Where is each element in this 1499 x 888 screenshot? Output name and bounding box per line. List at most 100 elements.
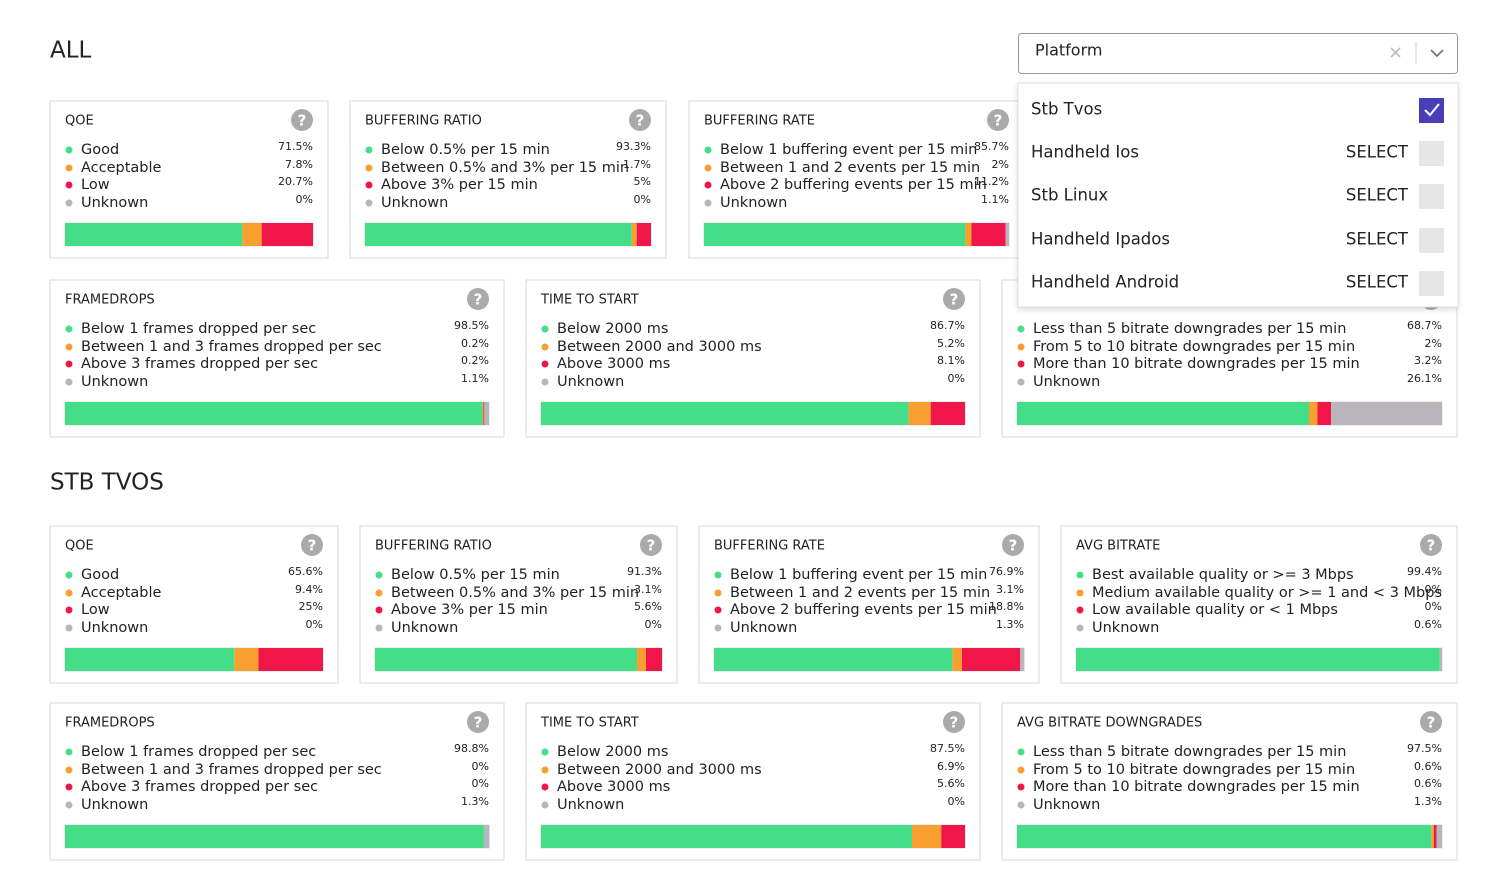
card-title: BUFFERING RATIO <box>365 114 482 129</box>
legend-dot <box>704 181 712 189</box>
help-icon[interactable] <box>943 288 965 310</box>
legend-dot <box>1076 571 1084 579</box>
bar-segment <box>962 648 1021 671</box>
legend-dot <box>65 181 73 189</box>
bar-segment <box>1308 402 1318 425</box>
dropdown-placeholder: Platform <box>1035 41 1102 60</box>
row-label: Good <box>81 142 119 158</box>
row-label: Low available quality or < 1 Mbps <box>1092 602 1338 618</box>
bar-segment <box>952 648 962 671</box>
legend-dot <box>65 378 73 386</box>
help-icon-glyph: ? <box>1427 714 1436 732</box>
chevron-icon[interactable] <box>1430 49 1444 58</box>
row-label: Above 3% per 15 min <box>391 602 548 618</box>
checkbox[interactable] <box>1419 184 1444 209</box>
option-label[interactable]: Stb Tvos <box>1031 100 1102 119</box>
row-label: Less than 5 bitrate downgrades per 15 mi… <box>1033 744 1346 760</box>
option-action[interactable]: SELECT <box>1346 186 1409 205</box>
row-label: Above 2 buffering events per 15 min <box>720 177 987 193</box>
row-value: 2% <box>992 158 1009 171</box>
row-label: Between 1 and 2 events per 15 min <box>720 160 980 176</box>
card-title: QOE <box>65 114 94 129</box>
row-label: From 5 to 10 bitrate downgrades per 15 m… <box>1033 762 1355 778</box>
bar-segment <box>930 402 965 425</box>
row-label: Below 2000 ms <box>557 744 668 760</box>
option-label[interactable]: Stb Linux <box>1031 186 1108 205</box>
help-icon[interactable] <box>943 711 965 733</box>
dropdown-box[interactable] <box>1018 33 1458 74</box>
help-icon[interactable] <box>1420 534 1442 556</box>
legend-dot <box>365 146 373 154</box>
help-icon[interactable] <box>1420 711 1442 733</box>
legend-dot <box>1017 360 1025 368</box>
row-label: Unknown <box>557 797 624 813</box>
row-label: Unknown <box>81 797 148 813</box>
row-label: More than 10 bitrate downgrades per 15 m… <box>1033 779 1360 795</box>
help-icon[interactable] <box>291 109 313 131</box>
row-value: 0.6% <box>1414 777 1442 790</box>
row-label: More than 10 bitrate downgrades per 15 m… <box>1033 356 1360 372</box>
help-icon[interactable] <box>467 288 489 310</box>
help-icon[interactable] <box>640 534 662 556</box>
checkbox[interactable] <box>1419 141 1444 166</box>
bar-segment <box>1020 648 1025 671</box>
row-label: Below 2000 ms <box>557 321 668 337</box>
row-value: 71.5% <box>278 140 313 153</box>
row-label: Between 2000 and 3000 ms <box>557 762 762 778</box>
row-label: Unknown <box>557 374 624 390</box>
dropdown-menu <box>1017 82 1459 308</box>
checkbox-checked[interactable] <box>1419 98 1444 123</box>
row-value: 87.5% <box>930 742 965 755</box>
legend-dot <box>375 571 383 579</box>
bar-segment <box>1439 648 1442 671</box>
row-label: Best available quality or >= 3 Mbps <box>1092 567 1354 583</box>
legend-dot <box>541 325 549 333</box>
section-title: STB TVOS <box>50 470 164 496</box>
help-icon[interactable] <box>987 109 1009 131</box>
row-value: 85.7% <box>974 140 1009 153</box>
option-action[interactable]: SELECT <box>1346 230 1409 249</box>
row-value: 98.8% <box>454 742 489 755</box>
bar-segment <box>1017 402 1309 425</box>
row-label: Between 1 and 3 frames dropped per sec <box>81 762 382 778</box>
legend-dot <box>1017 766 1025 774</box>
row-label: Between 0.5% and 3% per 15 min <box>381 160 629 176</box>
row-value: 86.7% <box>930 319 965 332</box>
row-label: Good <box>81 567 119 583</box>
checkbox[interactable] <box>1419 271 1444 296</box>
row-label: Unknown <box>81 374 148 390</box>
option-label[interactable]: Handheld Ios <box>1031 143 1139 162</box>
row-value: 0% <box>1425 583 1442 596</box>
row-value: 5.2% <box>937 337 965 350</box>
row-value: 18.8% <box>989 600 1024 613</box>
checkbox[interactable] <box>1419 228 1444 253</box>
row-label: Unknown <box>1033 797 1100 813</box>
card-title: AVG BITRATE DOWNGRADES <box>1017 716 1202 731</box>
row-value: 5.6% <box>937 777 965 790</box>
help-icon[interactable] <box>467 711 489 733</box>
help-icon[interactable] <box>1002 534 1024 556</box>
legend-dot <box>541 783 549 791</box>
option-action[interactable]: SELECT <box>1346 143 1409 162</box>
clear-icon[interactable] <box>1390 47 1401 58</box>
bar-segment <box>483 402 485 425</box>
option-label[interactable]: Handheld Android <box>1031 273 1179 292</box>
row-label: Below 0.5% per 15 min <box>391 567 560 583</box>
option-label[interactable]: Handheld Ipados <box>1031 230 1170 249</box>
help-icon[interactable] <box>301 534 323 556</box>
bar-segment <box>704 223 966 246</box>
option-action[interactable]: SELECT <box>1346 273 1409 292</box>
legend-dot <box>1017 783 1025 791</box>
card-title: BUFFERING RATE <box>714 539 825 554</box>
row-label: Above 3 frames dropped per sec <box>81 356 318 372</box>
legend-dot <box>65 748 73 756</box>
row-label: Above 3% per 15 min <box>381 177 538 193</box>
row-value: 91.3% <box>627 565 662 578</box>
bar-segment <box>258 648 323 671</box>
bar-segment <box>65 648 235 671</box>
legend-dot <box>541 766 549 774</box>
legend-dot <box>1076 624 1084 632</box>
legend-dot <box>65 146 73 154</box>
help-icon[interactable] <box>629 109 651 131</box>
